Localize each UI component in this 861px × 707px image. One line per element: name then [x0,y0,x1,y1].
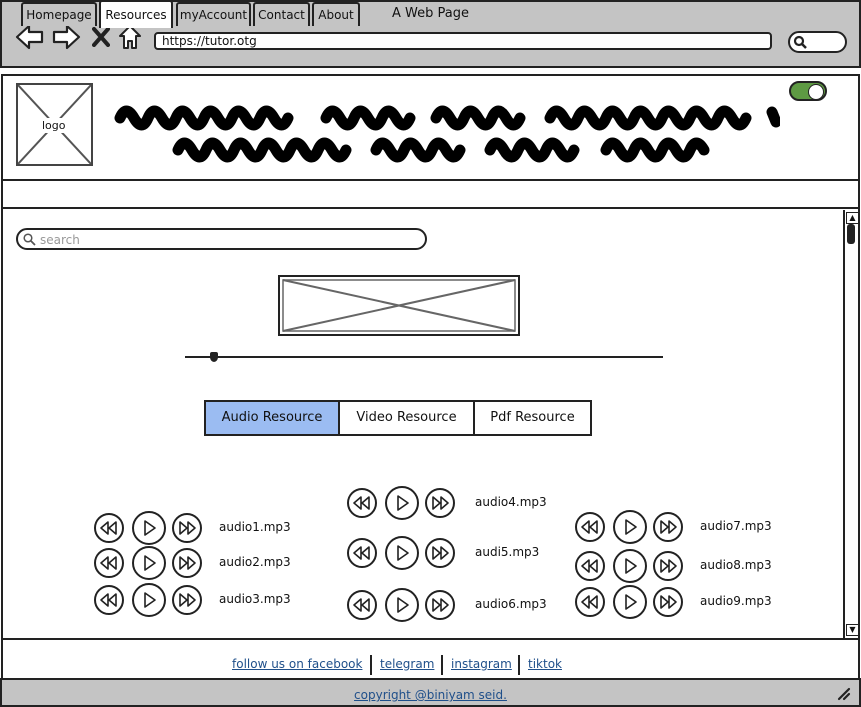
play-icon[interactable] [132,583,166,617]
search-icon [23,233,36,246]
footer-separator [441,655,443,675]
slider-handle[interactable] [209,352,218,362]
audio-resource-button[interactable]: Audio Resource [204,400,340,436]
rewind-icon[interactable] [347,590,377,620]
rewind-icon[interactable] [347,488,377,518]
facebook-link[interactable]: follow us on facebook [232,657,363,671]
scroll-up-icon[interactable]: ▲ [846,212,859,224]
headline-scribble [114,105,780,163]
close-x-icon[interactable] [92,27,110,47]
fast-forward-icon[interactable] [172,585,202,615]
footer-separator [518,655,520,675]
fast-forward-icon[interactable] [653,551,683,581]
window-title: A Web Page [392,6,469,21]
tab-resources[interactable]: Resources [99,0,173,28]
search-box[interactable] [16,228,427,250]
video-resource-button[interactable]: Video Resource [338,400,475,436]
audio-file-label[interactable]: audio7.mp3 [700,519,772,533]
rewind-icon[interactable] [94,513,124,543]
scroll-thumb[interactable] [847,224,855,244]
play-icon[interactable] [132,511,166,545]
play-icon[interactable] [613,585,647,619]
audio-file-label[interactable]: audio8.mp3 [700,558,772,572]
audio-file-label[interactable]: audio2.mp3 [219,555,291,569]
rewind-icon[interactable] [94,548,124,578]
tab-homepage[interactable]: Homepage [21,2,97,26]
status-bar [0,678,861,707]
toggle-knob [808,84,824,100]
instagram-link[interactable]: instagram [451,657,512,671]
browser-search-field[interactable] [788,31,847,53]
resize-grip-icon[interactable] [837,687,851,701]
url-bar[interactable]: https://tutor.otg [154,32,772,50]
theme-toggle[interactable] [789,81,827,101]
vertical-scrollbar[interactable]: ▲ ▼ [843,210,859,638]
pdf-resource-button[interactable]: Pdf Resource [473,400,592,436]
search-input[interactable] [38,231,412,249]
audio-file-label[interactable]: audio3.mp3 [219,592,291,606]
rewind-icon[interactable] [575,587,605,617]
audio-file-label[interactable]: audio9.mp3 [700,594,772,608]
footer-divider [1,638,860,640]
audio-file-label[interactable]: audio1.mp3 [219,520,291,534]
tab-myaccount[interactable]: myAccount [176,2,251,26]
url-text: https://tutor.otg [162,34,257,48]
rewind-icon[interactable] [575,512,605,542]
search-icon [793,35,807,49]
fast-forward-icon[interactable] [172,513,202,543]
rewind-icon[interactable] [347,538,377,568]
image-placeholder-icon [282,279,516,332]
fast-forward-icon[interactable] [653,512,683,542]
tab-contact[interactable]: Contact [253,2,310,26]
site-header [1,76,860,181]
audio-file-label[interactable]: audi5.mp3 [475,545,540,559]
tiktok-link[interactable]: tiktok [528,657,562,671]
fast-forward-icon[interactable] [653,587,683,617]
playback-slider[interactable] [185,356,663,358]
tab-about[interactable]: About [312,2,360,26]
logo-label: logo [40,118,68,133]
fast-forward-icon[interactable] [425,538,455,568]
play-icon[interactable] [385,536,419,570]
rewind-icon[interactable] [94,585,124,615]
audio-file-label[interactable]: audio4.mp3 [475,495,547,509]
home-icon[interactable] [117,23,143,51]
fast-forward-icon[interactable] [172,548,202,578]
back-arrow-icon[interactable] [15,23,45,51]
play-icon[interactable] [613,510,647,544]
logo-placeholder: logo [16,83,93,166]
fast-forward-icon[interactable] [425,590,455,620]
tab-bar-line [1,207,860,209]
telegram-link[interactable]: telegram [380,657,435,671]
forward-arrow-icon[interactable] [51,23,81,51]
video-placeholder[interactable] [278,275,520,336]
copyright-text: copyright @biniyam seid. [354,688,507,702]
audio-file-label[interactable]: audio6.mp3 [475,597,547,611]
footer-separator [370,655,372,675]
play-icon[interactable] [385,588,419,622]
play-icon[interactable] [613,549,647,583]
play-icon[interactable] [132,546,166,580]
rewind-icon[interactable] [575,551,605,581]
fast-forward-icon[interactable] [425,488,455,518]
scroll-down-icon[interactable]: ▼ [846,624,859,636]
play-icon[interactable] [385,486,419,520]
